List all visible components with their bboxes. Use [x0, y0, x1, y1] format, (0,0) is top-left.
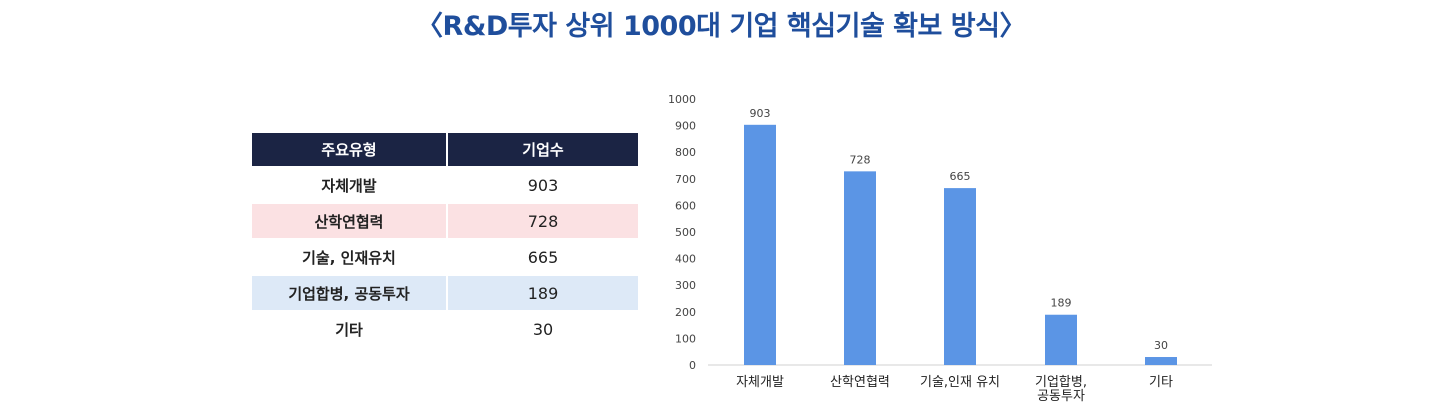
y-tick-label: 700 [675, 173, 696, 186]
row-label: 기업합병, 공동투자 [252, 274, 448, 311]
page-title: 〈R&D투자 상위 1000대 기업 핵심기술 확보 방식〉 [416, 11, 1026, 42]
row-label: 기타 [252, 310, 448, 346]
data-label: 728 [850, 153, 871, 166]
x-tick-label: 기업합병, 공동투자 [1035, 375, 1087, 404]
y-tick-label: 800 [675, 146, 696, 159]
x-tick-label: 기술,인재 유치 [920, 375, 1000, 390]
y-tick-label: 500 [675, 226, 696, 239]
row-label: 기술, 인재유치 [252, 238, 448, 275]
y-tick-label: 300 [675, 279, 696, 292]
data-label: 189 [1051, 297, 1072, 310]
bar [944, 188, 976, 365]
row-label: 산학연협력 [252, 202, 448, 239]
x-tick-label: 산학연협력 [830, 375, 890, 390]
row-value: 30 [447, 310, 638, 346]
y-tick-label: 900 [675, 120, 696, 133]
y-tick-label: 1000 [668, 93, 696, 106]
y-tick-label: 0 [689, 359, 696, 372]
bar [1045, 314, 1077, 365]
bar [744, 124, 776, 365]
table-row: 기타 30 [252, 310, 638, 346]
bar [844, 171, 876, 365]
table-row: 자체개발 903 [252, 166, 638, 203]
row-value: 728 [447, 202, 638, 239]
y-tick-label: 400 [675, 253, 696, 266]
row-label: 자체개발 [252, 166, 448, 203]
table-row: 기술, 인재유치 665 [252, 238, 638, 275]
bar [1145, 357, 1177, 365]
data-label: 903 [750, 107, 771, 120]
table-header-row: 주요유형 기업수 [252, 133, 638, 167]
data-label: 665 [950, 170, 971, 183]
column-header-count: 기업수 [447, 133, 638, 167]
table-row: 산학연협력 728 [252, 202, 638, 239]
y-tick-label: 200 [675, 306, 696, 319]
table-row: 기업합병, 공동투자 189 [252, 274, 638, 311]
x-tick-label: 자체개발 [736, 375, 784, 390]
type-table: 주요유형 기업수 자체개발 903 산학연협력 728 기술, 인재유치 665… [252, 133, 638, 346]
row-value: 665 [447, 238, 638, 275]
y-tick-label: 100 [675, 332, 696, 345]
row-value: 903 [447, 166, 638, 203]
x-tick-label: 기타 [1149, 375, 1173, 390]
column-header-type: 주요유형 [252, 133, 448, 167]
y-tick-label: 600 [675, 199, 696, 212]
data-label: 30 [1154, 339, 1168, 352]
row-value: 189 [447, 274, 638, 311]
